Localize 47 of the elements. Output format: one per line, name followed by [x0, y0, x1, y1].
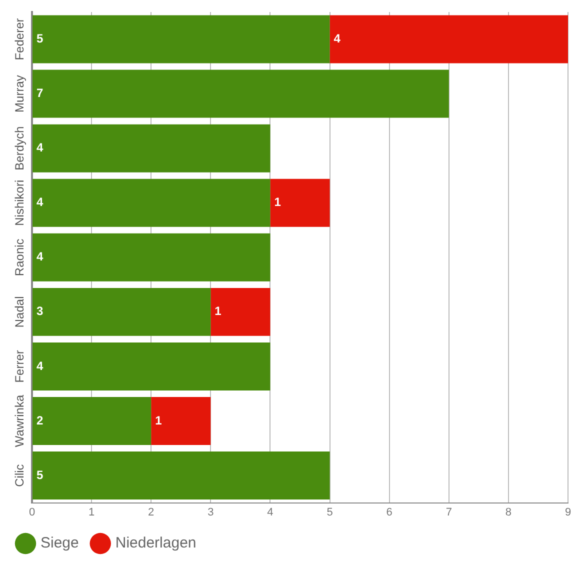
data-label: 1 [274, 195, 282, 210]
data-label: 4 [36, 140, 44, 155]
bar [32, 15, 330, 64]
data-label: 2 [36, 413, 44, 428]
bar [330, 15, 568, 64]
x-tick-label: 2 [148, 506, 154, 518]
data-label: 3 [36, 304, 44, 318]
x-tick-label: 9 [564, 506, 572, 518]
x-tick-label: 1 [88, 506, 95, 518]
x-tick-label: 7 [446, 506, 452, 518]
y-tick-label: Berdych [12, 126, 26, 170]
bar [32, 233, 270, 282]
y-tick-label: Ferrer [12, 350, 26, 383]
y-tick-label: Cilic [12, 464, 26, 487]
bar [32, 178, 270, 227]
bar [210, 288, 270, 336]
y-tick-label: Wawrinka [12, 394, 26, 448]
x-tick-label: 8 [505, 506, 512, 518]
x-tick-label: 0 [28, 506, 36, 518]
data-label: 1 [214, 304, 222, 318]
bar [151, 397, 211, 445]
bar [32, 342, 270, 390]
data-label: 1 [155, 413, 162, 428]
y-tick-label: Federer [12, 18, 26, 60]
data-label: 4 [36, 250, 44, 264]
bar [32, 124, 270, 172]
x-tick-label: 4 [267, 506, 274, 518]
x-tick-label: 6 [386, 506, 392, 518]
y-tick-label: Nishikori [12, 180, 26, 226]
data-label: 4 [36, 195, 44, 210]
y-tick-label: Nadal [12, 296, 26, 328]
y-tick-label: Murray [12, 75, 26, 112]
bar [32, 70, 449, 118]
data-label: 5 [36, 468, 44, 482]
x-tick-label: 3 [208, 506, 214, 518]
x-tick-label: 5 [326, 506, 333, 518]
data-label: 5 [36, 32, 44, 46]
legend-label: Niederlagen [115, 534, 196, 552]
data-label: 7 [36, 86, 44, 100]
y-tick-label: Raonic [12, 238, 26, 276]
bar [32, 288, 211, 336]
data-label: 4 [334, 32, 341, 46]
bar [32, 397, 152, 445]
bar [270, 178, 330, 227]
bar [32, 452, 330, 500]
data-label: 4 [36, 358, 44, 373]
legend-label: Siege [40, 534, 79, 552]
